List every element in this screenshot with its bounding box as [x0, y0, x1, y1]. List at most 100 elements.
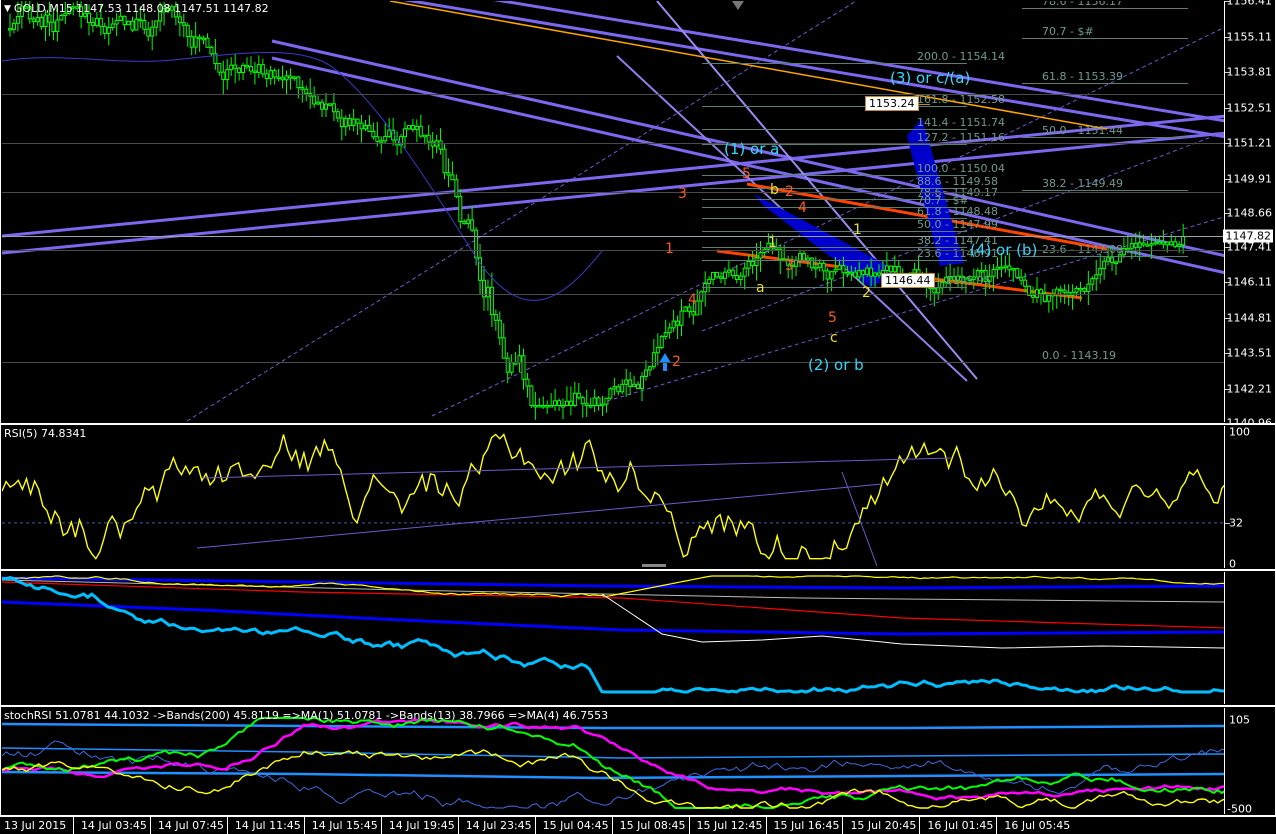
fib-level-label-right: 50.0 - 1151.44 [1042, 123, 1123, 137]
fib-level-label: 161.8 - 1152.58 [917, 92, 1005, 106]
time-axis-label: 14 Jul 15:45 [311, 819, 378, 832]
time-axis-separator [303, 817, 305, 834]
purple-channel-line-2 [271, 39, 1224, 258]
bands-upper-line [2, 576, 1224, 590]
price-tag-1[interactable]: 1153.24 [865, 96, 930, 111]
time-axis-label: 14 Jul 03:45 [80, 819, 147, 832]
fib-level-label-right: 78.6 - 1156.17 [1042, 1, 1123, 8]
stochrsi-overlay-svg [2, 717, 1224, 809]
fib-level-label: 61.8 - 1148.48 [917, 204, 998, 218]
fib-level-label: 38.2 - 1147.41 [917, 233, 998, 247]
label-wave-yellow-1b: 1 [853, 222, 862, 238]
time-axis-label: 15 Jul 20:45 [850, 819, 917, 832]
collapse-triangle-icon[interactable]: ▼ [4, 4, 11, 14]
label-wave-3-or-c: (3) or c/(a) [890, 69, 971, 87]
price-tick-label: 1149.91 [1226, 172, 1273, 186]
fib-level-line [702, 230, 967, 232]
fib-level-label: 141.4 - 1151.74 [917, 115, 1005, 129]
middle-indicator-panel[interactable] [0, 570, 1276, 706]
stochrsi-plot-area[interactable] [2, 708, 1224, 814]
fib-level-label-right: 0.0 - 1143.19 [1042, 349, 1116, 363]
time-axis-separator [380, 817, 382, 834]
fib-level-line [702, 198, 967, 200]
time-axis-separator [457, 817, 459, 834]
price-gridline [2, 361, 1224, 363]
price-tick-mark [1225, 178, 1230, 180]
fib-level-label-right: 23.6 - 1147.08 [1042, 242, 1123, 256]
fib-level-label: 100.0 - 1150.04 [917, 161, 1005, 175]
price-gridline [2, 143, 1224, 145]
middle-overlay-svg [2, 575, 1224, 694]
fib-level-line-right [1022, 190, 1188, 191]
label-wave-4-or-b: (4) or (b) [970, 241, 1038, 259]
fib-level-label: 88.6 - 1149.58 [917, 174, 998, 188]
fib-level-label: 50.0 - 1147.99 [917, 217, 998, 231]
time-axis-separator [688, 817, 690, 834]
price-tick-mark [1225, 282, 1230, 284]
price-scale-axis[interactable]: 1156.41 1155.11 1153.81 1152.51 1151.21 1149.… [1222, 0, 1274, 429]
middle-plot-area[interactable] [2, 572, 1224, 704]
rsi-overlay-svg [2, 433, 1224, 567]
time-axis-label: 15 Jul 04:45 [542, 819, 609, 832]
fib-level-label: 70.7 - $# [917, 193, 969, 207]
label-wave-orange-5b: 5 [828, 310, 837, 326]
fib-level-label: 23.6 - 1146.91 [917, 247, 998, 261]
time-axis-label: 14 Jul 23:45 [465, 819, 532, 832]
rsi-tick-mark [1225, 522, 1230, 524]
price-tick-mark [1225, 317, 1230, 319]
rsi-plot-area[interactable] [2, 426, 1224, 568]
time-axis-label: 14 Jul 07:45 [157, 819, 224, 832]
rsi-scale-label: 100 [1229, 425, 1250, 439]
price-overlay-svg [2, 1, 1224, 422]
candlestick-series [8, 1, 1186, 420]
time-axis-label: 16 Jul 01:45 [927, 819, 994, 832]
fib-level-label-right: 61.8 - 1153.39 [1042, 70, 1123, 84]
fib-level-line [702, 144, 967, 146]
signal-yellow-line [2, 575, 1224, 598]
oscillator-white-line [601, 593, 1224, 649]
fib-level-label-right: 70.7 - $# [1042, 25, 1094, 39]
fib-level-line [702, 187, 967, 189]
signal-red-line [2, 581, 1224, 629]
stoch-scale-label-bottom: -500 [1227, 802, 1252, 816]
stochrsi-panel[interactable]: 105 -500 stochRSI 51.0781 44.1032 ->Bands… [0, 706, 1276, 816]
price-tick-mark [1225, 353, 1230, 355]
rsi-panel-header: RSI(5) 74.8341 [4, 427, 87, 440]
price-tag-pointer [917, 103, 930, 105]
purple-channel-line-3 [271, 56, 1224, 275]
time-axis-separator [149, 817, 151, 834]
stoch-green-line [2, 717, 1224, 809]
label-wave-orange-5: 5 [742, 166, 751, 182]
buy-arrow-icon [659, 353, 671, 371]
price-tick-label: 1155.11 [1226, 30, 1273, 43]
label-wave-yellow-c: c [830, 330, 838, 346]
price-tag-pointer [933, 280, 946, 282]
time-axis-label: 15 Jul 12:45 [696, 819, 763, 832]
fib-level-line [702, 260, 967, 262]
stochrsi-scale-axis: 105 -500 [1224, 708, 1274, 816]
price-tick-label: 1152.51 [1226, 101, 1273, 115]
bands-lower-line [2, 600, 1224, 636]
fib-level-line-right [1022, 255, 1188, 257]
middle-scale-axis [1224, 572, 1274, 704]
purple-channel-line-4 [493, 1, 1224, 123]
rsi-scale-axis: 100 32 0 [1224, 425, 1274, 570]
wedge-upper-line [746, 182, 1108, 251]
blue-wedge-fill-2 [907, 118, 964, 266]
oscillator-cyan-line [2, 575, 1224, 694]
time-axis-separator [996, 817, 998, 834]
stochrsi-panel-header: stochRSI 51.0781 44.1032 ->Bands(200) 45… [4, 709, 609, 722]
price-tick-mark [1225, 388, 1230, 390]
rsi-panel[interactable]: 100 32 0 RSI(5) 74.8341 [0, 424, 1276, 570]
stoch-band-upper [2, 722, 1224, 730]
price-tick-label: 1147.41 [1226, 240, 1273, 254]
price-tick-label: 1143.51 [1226, 346, 1273, 360]
moving-average-line [2, 52, 603, 301]
time-axis[interactable]: 13 Jul 2015 14 Jul 03:45 14 Jul 07:45 14 Ju… [0, 816, 1276, 834]
price-tag-2[interactable]: 1146.44 [881, 273, 946, 288]
price-tick-mark [1225, 107, 1230, 109]
time-axis-label: 14 Jul 19:45 [388, 819, 455, 832]
